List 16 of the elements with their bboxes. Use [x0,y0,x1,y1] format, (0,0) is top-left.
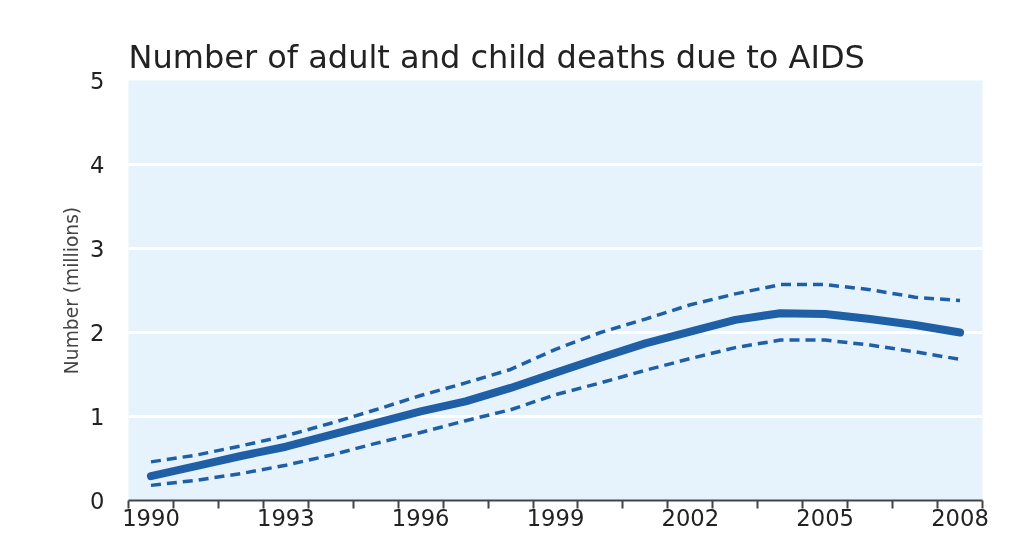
y-axis-title: Number (millions) [61,206,83,375]
x-tick-label: 2005 [796,504,855,531]
x-tick-label: 1990 [122,504,180,531]
y-tick-label: 3 [90,236,105,262]
y-tick-label: 2 [90,320,105,346]
x-tick-label: 2008 [931,504,989,531]
y-tick-label: 5 [90,68,105,94]
line-series [149,282,962,464]
x-tick-label: 2002 [661,504,720,531]
y-tick-label: 0 [90,488,105,514]
y-tick-label: 1 [90,404,105,430]
x-tick-label: 1993 [256,504,315,531]
chart-title: Number of adult and child deaths due to AIDS [128,37,865,76]
x-tick-label: 1999 [526,504,585,531]
x-tick-label: 1996 [391,504,450,531]
y-tick-label: 4 [90,152,105,178]
